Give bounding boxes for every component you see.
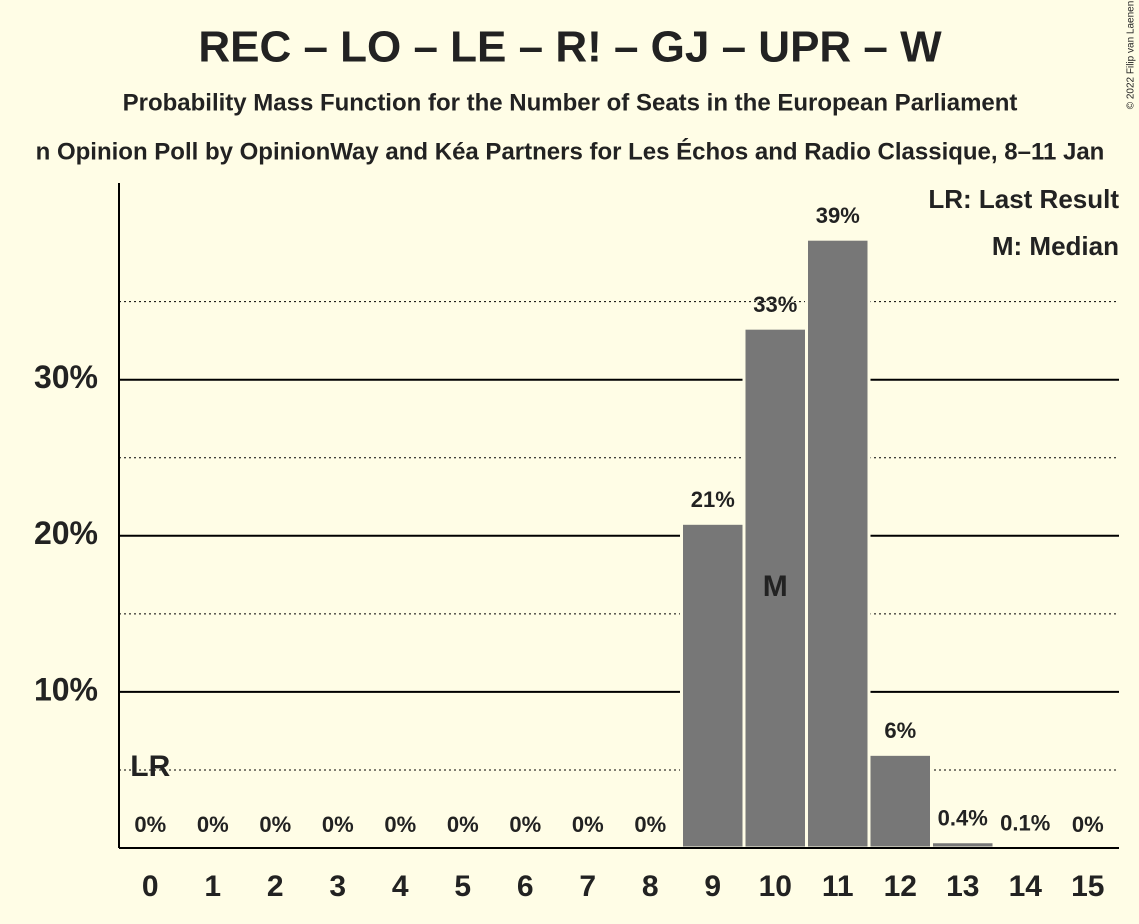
x-tick-label: 10 bbox=[759, 870, 792, 903]
x-tick-label: 7 bbox=[579, 870, 596, 903]
x-tick-label: 11 bbox=[822, 870, 854, 903]
copyright: © 2022 Filip van Laenen bbox=[1126, 1, 1137, 110]
x-tick-label: 4 bbox=[392, 870, 409, 903]
chart-title: REC – LO – LE – R! – GJ – UPR – W bbox=[198, 23, 942, 72]
value-label: 0% bbox=[322, 812, 354, 837]
value-label: 21% bbox=[691, 487, 735, 512]
x-tick-label: 1 bbox=[204, 870, 221, 903]
value-label: 0% bbox=[197, 812, 229, 837]
chart-subtitle: n Opinion Poll by OpinionWay and Kéa Par… bbox=[36, 137, 1105, 165]
bar bbox=[680, 521, 746, 850]
x-tick-label: 8 bbox=[642, 870, 659, 903]
value-label: 39% bbox=[816, 203, 860, 228]
x-tick-label: 5 bbox=[454, 870, 471, 903]
x-tick-label: 6 bbox=[517, 870, 534, 903]
x-tick-label: 13 bbox=[946, 870, 979, 903]
value-label: 0.1% bbox=[1000, 810, 1050, 835]
value-label: 6% bbox=[884, 718, 916, 743]
x-tick-label: 0 bbox=[142, 870, 159, 903]
value-label: 0% bbox=[1072, 812, 1104, 837]
value-label: 0% bbox=[634, 812, 666, 837]
bar bbox=[867, 752, 933, 850]
value-label: 0% bbox=[384, 812, 416, 837]
legend-entry: M: Median bbox=[992, 231, 1119, 261]
value-label: 0% bbox=[572, 812, 604, 837]
x-tick-label: 2 bbox=[267, 870, 284, 903]
annotation: M bbox=[763, 570, 788, 603]
y-tick-label: 10% bbox=[34, 671, 98, 707]
chart-subtitle: Probability Mass Function for the Number… bbox=[123, 89, 1018, 116]
x-tick-label: 12 bbox=[884, 870, 917, 903]
x-tick-label: 3 bbox=[329, 870, 346, 903]
legend-entry: LR: Last Result bbox=[928, 184, 1119, 214]
y-tick-label: 30% bbox=[34, 359, 98, 395]
value-label: 0.4% bbox=[938, 806, 988, 831]
value-label: 0% bbox=[447, 812, 479, 837]
x-tick-label: 14 bbox=[1009, 870, 1043, 903]
value-label: 33% bbox=[753, 292, 797, 317]
value-label: 0% bbox=[259, 812, 291, 837]
x-tick-label: 15 bbox=[1071, 870, 1104, 903]
value-label: 0% bbox=[509, 812, 541, 837]
value-label: 0% bbox=[134, 812, 166, 837]
bar bbox=[805, 237, 871, 850]
annotation: LR bbox=[130, 750, 170, 783]
x-tick-label: 9 bbox=[704, 870, 721, 903]
y-tick-label: 20% bbox=[34, 515, 98, 551]
